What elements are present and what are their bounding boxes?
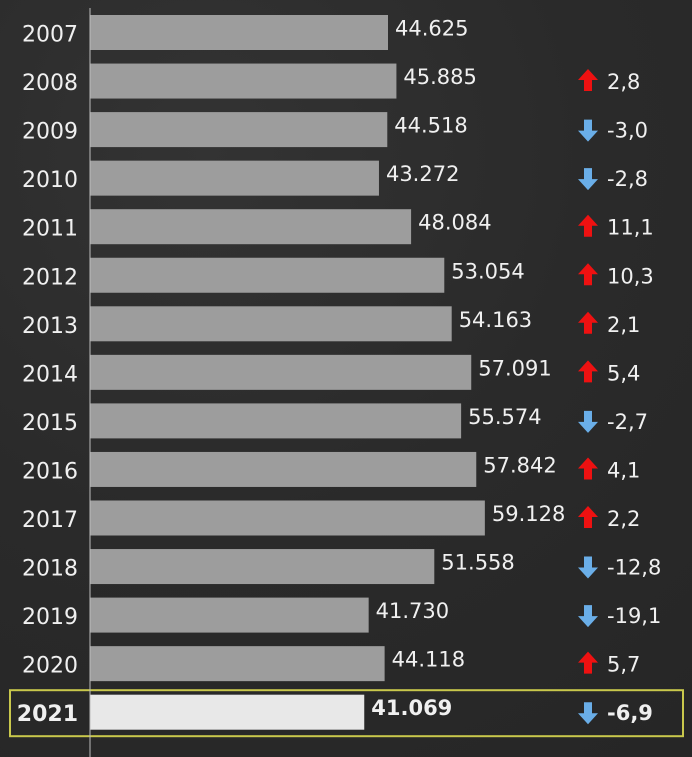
arrow-down-icon [578,168,598,191]
category-label: 2016 [22,459,78,484]
arrow-down-icon [578,605,598,628]
bar [90,257,445,293]
change-label: -2,8 [607,167,648,191]
category-label: 2020 [22,654,78,679]
category-label: 2008 [22,71,78,96]
arrow-up-icon [578,263,598,286]
arrow-up-icon [578,651,598,674]
category-label: 2011 [22,217,78,242]
bar [90,549,435,585]
bar [90,63,397,99]
change-label: -12,8 [607,556,661,580]
category-label: 2019 [22,605,78,630]
value-label: 51.558 [441,551,514,575]
value-label: 55.574 [468,405,541,429]
bar [90,646,385,682]
category-label: 2012 [22,265,78,290]
bar [90,354,472,390]
value-label: 57.091 [478,356,551,380]
value-label: 41.730 [376,599,449,623]
value-label: 48.084 [418,211,491,235]
arrow-up-icon [578,360,598,383]
bar [90,451,477,487]
category-label: 2021 [17,702,78,727]
category-label: 2010 [22,168,78,193]
arrow-down-icon [578,556,598,579]
bar [90,15,388,50]
change-label: 2,8 [607,70,640,94]
category-label: 2017 [22,508,78,533]
value-label: 44.518 [394,114,467,138]
change-label: 2,2 [607,507,640,531]
category-label: 2018 [22,557,78,582]
arrow-down-icon [578,702,598,725]
category-label: 2013 [22,314,78,339]
change-label: -3,0 [607,119,648,143]
category-label: 2015 [22,411,78,436]
value-label: 41.069 [371,696,452,720]
value-label: 57.842 [483,453,556,477]
bar [90,694,365,730]
arrow-up-icon [578,69,598,92]
change-label: -2,7 [607,410,648,434]
change-label: 10,3 [607,264,654,288]
category-label: 2014 [22,362,78,387]
value-label: 54.163 [459,308,532,332]
bar [90,306,452,342]
change-label: 4,1 [607,458,640,482]
value-label: 45.885 [403,65,476,89]
value-label: 44.118 [392,648,465,672]
arrow-up-icon [578,214,598,237]
change-label: -19,1 [607,604,661,628]
arrow-up-icon [578,311,598,334]
value-label: 53.054 [451,259,524,283]
bar [90,597,369,633]
change-label: 11,1 [607,216,654,240]
arrow-down-icon [578,410,598,433]
category-label: 2007 [22,23,78,48]
change-label: -6,9 [607,701,653,725]
bar [90,500,485,536]
arrow-up-icon [578,506,598,528]
change-label: 5,7 [607,653,640,677]
highlight-box [9,689,684,738]
change-label: 2,1 [607,313,640,337]
value-label: 44.625 [395,17,468,41]
bar [90,112,388,148]
change-label: 5,4 [607,361,640,385]
arrow-up-icon [578,457,598,480]
value-label: 43.272 [386,162,459,186]
bar [90,160,379,196]
arrow-down-icon [578,119,598,142]
category-label: 2009 [22,120,78,145]
value-label: 59.128 [492,502,565,526]
bar [90,403,462,439]
bar [90,209,412,245]
